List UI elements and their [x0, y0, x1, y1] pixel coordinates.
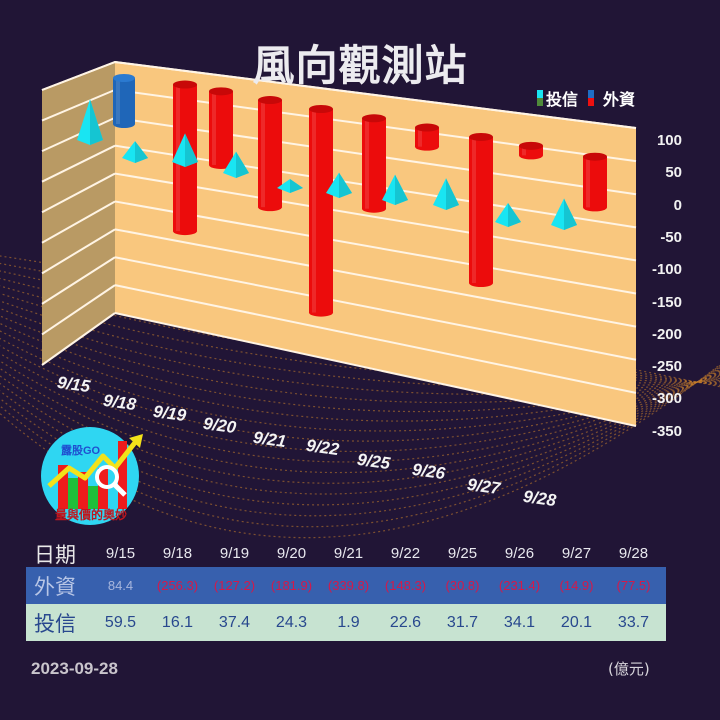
foreign-bar: [519, 141, 543, 160]
row-label: 投信: [34, 611, 76, 636]
trust-pyramid: [326, 172, 352, 198]
swatch-top: [537, 90, 543, 98]
table-cell: 16.1: [161, 613, 194, 631]
data-table: 日期 9/15 9/18 9/19 9/20 9/21 9/22 9/25 9/26 9/27 9…: [26, 540, 666, 641]
table-cell: 9/20: [276, 545, 307, 562]
table-cell: 22.6: [389, 613, 422, 631]
table-cell: (30.8): [445, 578, 480, 593]
legend-item-trust: 投信: [537, 86, 578, 110]
table-cell: 59.5: [104, 613, 137, 631]
table-cell: (148.3): [384, 578, 427, 593]
foreign-bar: [258, 96, 282, 212]
foreign-bar: [469, 132, 493, 288]
foreign-bar: [583, 152, 607, 212]
table-cell: 9/15: [105, 545, 136, 562]
page-title: 風向觀測站: [252, 41, 468, 90]
chart-legend: 投信 外資: [537, 86, 635, 110]
table-cell: 34.1: [503, 613, 536, 631]
table-cell: (127.2): [213, 578, 256, 593]
foreign-bar: [209, 87, 233, 169]
table-cell: 33.7: [617, 613, 650, 631]
table-cell: (77.5): [616, 578, 651, 593]
table-cell: (256.3): [156, 578, 199, 593]
table-row-foreign: 外資 84.4 (256.3) (127.2) (181.9) (339.8) (148.…: [26, 567, 666, 604]
y-tick-label: -100: [651, 261, 682, 279]
table-cell: (231.4): [498, 578, 541, 593]
header-cells: 9/15 9/18 9/19 9/20 9/21 9/22 9/25 9/26 9/27 9/28: [92, 545, 662, 562]
y-tick-label: 100: [656, 132, 682, 149]
header-label: 日期: [34, 542, 76, 567]
trust-pyramid: [433, 178, 459, 210]
y-tick-label: -350: [651, 422, 682, 440]
logo-slogan-text: 量與價的奧妙: [54, 508, 127, 522]
brand-logo: 露股GO 量與價的奧妙: [37, 426, 143, 526]
legend-swatch-icon: [588, 90, 595, 106]
foreign-bar: [415, 123, 439, 151]
trust-pyramid: [172, 133, 198, 167]
table-cell: 9/25: [447, 545, 478, 562]
legend-label: 外資: [603, 90, 636, 109]
y-tick-label: -150: [651, 293, 682, 311]
table-cell: 9/19: [219, 545, 250, 562]
row-cells: 59.5 16.1 37.4 24.3 1.9 22.6 31.7 34.1 20.1 33.7: [92, 614, 662, 632]
table-header-row: 日期 9/15 9/18 9/19 9/20 9/21 9/22 9/25 9/26 9/27 9…: [26, 540, 666, 567]
y-tick-label: 0: [673, 196, 682, 214]
foreign-bar: [309, 105, 333, 317]
legend-label: 投信: [546, 90, 579, 109]
table-cell: 24.3: [275, 613, 308, 631]
logo-chart-icon: [41, 427, 143, 525]
table-cell: 1.9: [337, 613, 360, 631]
swatch-bottom: [537, 98, 543, 106]
unit-label: (億元): [608, 660, 650, 678]
table-cell: (14.9): [559, 578, 594, 593]
trust-pyramid: [551, 198, 577, 230]
table-cell: 37.4: [218, 613, 251, 631]
y-tick-label: -300: [651, 390, 682, 408]
table-row-trust: 投信 59.5 16.1 37.4 24.3 1.9 22.6 31.7 34.1 20.1 33…: [26, 604, 666, 641]
trust-pyramid: [277, 178, 303, 193]
report-date: 2023-09-28: [31, 659, 118, 678]
legend-swatch-icon: [537, 90, 543, 106]
table-cell: (339.8): [327, 578, 370, 593]
logo-brand-text: 露股GO: [61, 445, 101, 457]
trust-pyramid: [122, 141, 148, 163]
legend-item-foreign: 外資: [588, 86, 635, 110]
row-label: 外資: [34, 574, 76, 599]
table-cell: 9/22: [390, 545, 421, 562]
swatch-bottom: [588, 98, 595, 106]
y-tick-label: -250: [651, 358, 682, 376]
trust-pyramid: [495, 202, 521, 227]
row-cells: 84.4 (256.3) (127.2) (181.9) (339.8) (148.3) (…: [92, 578, 662, 593]
table-cell: (181.9): [270, 578, 313, 593]
table-cell: 31.7: [446, 613, 479, 631]
table-cell: 20.1: [560, 613, 593, 631]
table-cell: 9/26: [504, 545, 535, 562]
y-tick-label: 50: [665, 164, 682, 182]
table-cell: 84.4: [107, 578, 134, 593]
foreign-bar: [362, 114, 386, 213]
y-tick-label: -50: [660, 228, 682, 246]
swatch-top: [588, 90, 595, 98]
foreign-bar: [113, 74, 135, 128]
table-cell: 9/18: [162, 545, 193, 562]
table-cell: 9/21: [333, 545, 364, 562]
trust-pyramid: [382, 174, 408, 205]
trust-pyramid: [77, 99, 103, 145]
y-tick-label: -200: [651, 325, 682, 343]
trust-pyramid: [223, 151, 249, 178]
table-cell: 9/28: [618, 545, 649, 562]
table-cell: 9/27: [561, 545, 592, 562]
